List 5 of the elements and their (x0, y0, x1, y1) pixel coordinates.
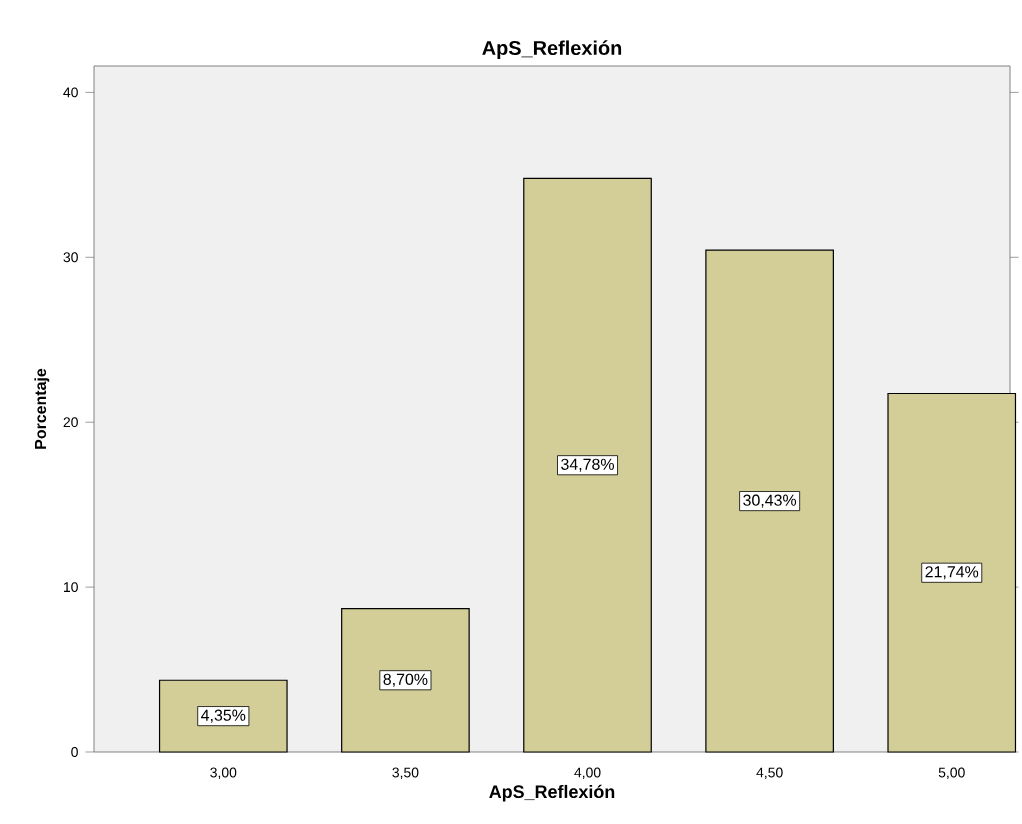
bar (705, 249, 834, 753)
bar (341, 607, 470, 753)
x-axis-title: ApS_Reflexión (489, 784, 615, 802)
bar (523, 177, 652, 753)
chart-title: ApS_Reflexión (482, 40, 622, 59)
